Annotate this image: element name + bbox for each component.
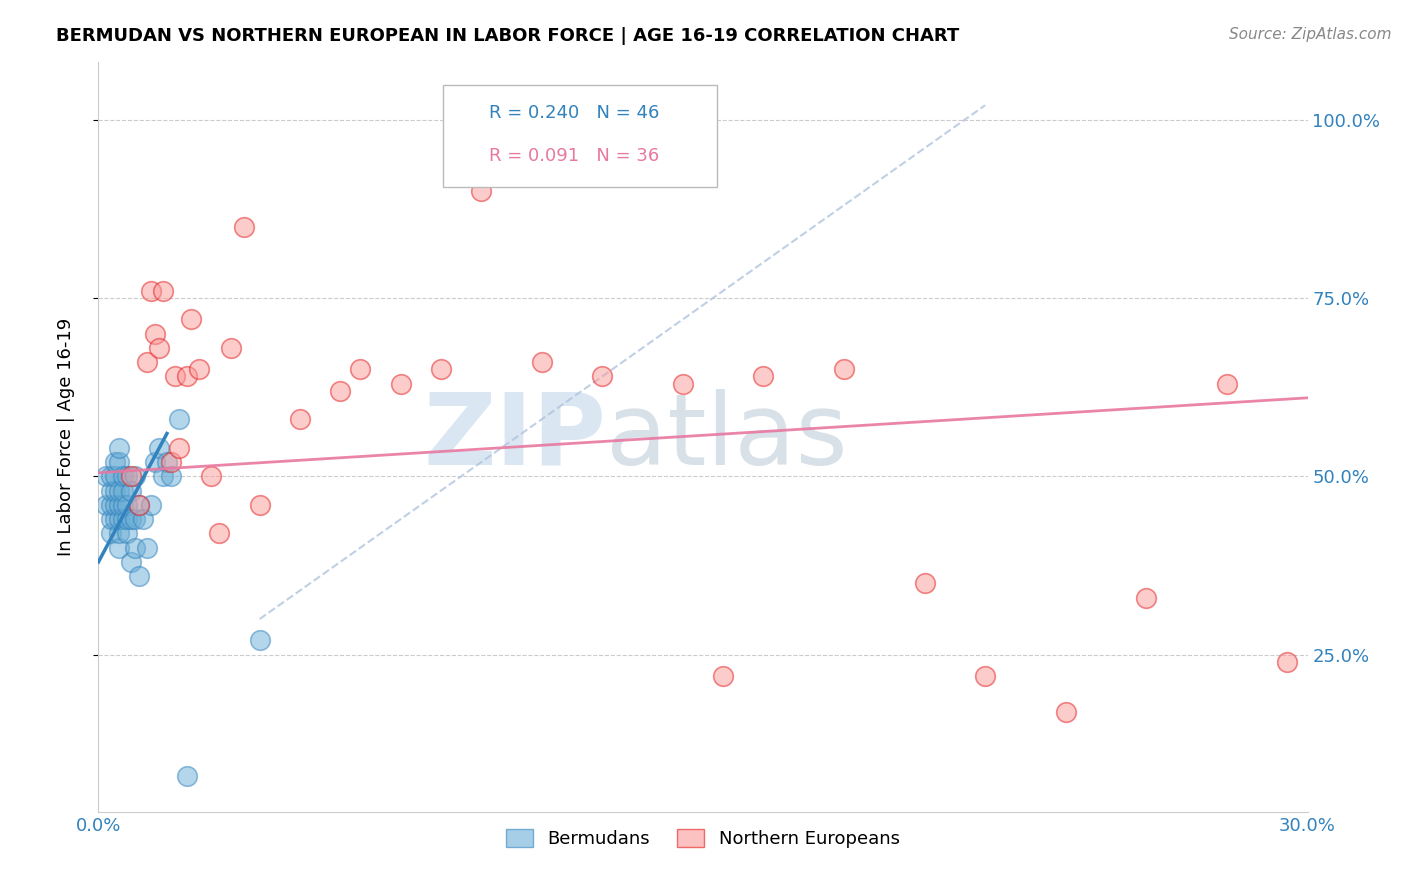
Point bbox=[156, 455, 179, 469]
Point bbox=[148, 341, 170, 355]
Point bbox=[100, 512, 122, 526]
Point bbox=[96, 469, 118, 483]
Point bbox=[530, 355, 553, 369]
Point bbox=[1277, 655, 1299, 669]
Point bbox=[115, 498, 138, 512]
Point bbox=[163, 369, 186, 384]
Point bbox=[135, 541, 157, 555]
Point bbox=[139, 498, 162, 512]
Point bbox=[208, 526, 231, 541]
Point bbox=[160, 455, 183, 469]
Point bbox=[124, 541, 146, 555]
Point bbox=[430, 362, 453, 376]
Point bbox=[135, 355, 157, 369]
Point bbox=[180, 312, 202, 326]
Point bbox=[458, 149, 481, 163]
Point bbox=[103, 498, 125, 512]
Point bbox=[148, 441, 170, 455]
Point bbox=[115, 512, 138, 526]
Point bbox=[120, 483, 142, 498]
Point bbox=[100, 469, 122, 483]
Point bbox=[103, 469, 125, 483]
Point bbox=[914, 576, 936, 591]
Point bbox=[107, 526, 129, 541]
Point bbox=[249, 498, 271, 512]
Point bbox=[672, 376, 695, 391]
Point bbox=[249, 633, 271, 648]
Point bbox=[107, 455, 129, 469]
Point bbox=[143, 326, 166, 341]
Point bbox=[103, 483, 125, 498]
Point bbox=[128, 498, 150, 512]
Point bbox=[470, 184, 492, 198]
Point bbox=[974, 669, 997, 683]
Point bbox=[591, 369, 613, 384]
Point bbox=[107, 441, 129, 455]
Point bbox=[1054, 705, 1077, 719]
Point bbox=[152, 284, 174, 298]
Point bbox=[711, 669, 734, 683]
Point bbox=[128, 498, 150, 512]
Point bbox=[188, 362, 211, 376]
Point bbox=[111, 512, 134, 526]
Point bbox=[176, 369, 198, 384]
Point bbox=[96, 498, 118, 512]
Point bbox=[107, 498, 129, 512]
Point bbox=[152, 469, 174, 483]
Point bbox=[107, 541, 129, 555]
Point bbox=[139, 284, 162, 298]
Point bbox=[221, 341, 243, 355]
Point bbox=[232, 219, 254, 234]
Point bbox=[752, 369, 775, 384]
Point bbox=[143, 455, 166, 469]
Text: R = 0.240   N = 46: R = 0.240 N = 46 bbox=[489, 104, 659, 122]
Text: R = 0.091   N = 36: R = 0.091 N = 36 bbox=[489, 147, 659, 165]
Point bbox=[120, 469, 142, 483]
Point bbox=[107, 512, 129, 526]
Point bbox=[115, 469, 138, 483]
Point bbox=[458, 106, 481, 120]
Text: ZIP: ZIP bbox=[423, 389, 606, 485]
Point bbox=[349, 362, 371, 376]
Point bbox=[100, 498, 122, 512]
Point bbox=[160, 469, 183, 483]
Point bbox=[200, 469, 222, 483]
Point bbox=[176, 769, 198, 783]
Point bbox=[124, 512, 146, 526]
Point bbox=[167, 412, 190, 426]
Point bbox=[124, 469, 146, 483]
Text: atlas: atlas bbox=[606, 389, 848, 485]
Point bbox=[103, 512, 125, 526]
Point bbox=[100, 483, 122, 498]
Point bbox=[832, 362, 855, 376]
Point bbox=[132, 512, 155, 526]
Legend: Bermudans, Northern Europeans: Bermudans, Northern Europeans bbox=[499, 822, 907, 855]
Point bbox=[111, 483, 134, 498]
Point bbox=[107, 483, 129, 498]
Point bbox=[115, 526, 138, 541]
Point bbox=[1135, 591, 1157, 605]
Text: Source: ZipAtlas.com: Source: ZipAtlas.com bbox=[1229, 27, 1392, 42]
Point bbox=[120, 555, 142, 569]
Point bbox=[103, 455, 125, 469]
Point bbox=[128, 569, 150, 583]
Point bbox=[167, 441, 190, 455]
Point bbox=[288, 412, 311, 426]
Point bbox=[389, 376, 412, 391]
Point bbox=[111, 498, 134, 512]
Point bbox=[100, 526, 122, 541]
Point bbox=[329, 384, 352, 398]
Point bbox=[1216, 376, 1239, 391]
Y-axis label: In Labor Force | Age 16-19: In Labor Force | Age 16-19 bbox=[56, 318, 75, 557]
Point bbox=[111, 469, 134, 483]
Point bbox=[120, 512, 142, 526]
Text: BERMUDAN VS NORTHERN EUROPEAN IN LABOR FORCE | AGE 16-19 CORRELATION CHART: BERMUDAN VS NORTHERN EUROPEAN IN LABOR F… bbox=[56, 27, 959, 45]
